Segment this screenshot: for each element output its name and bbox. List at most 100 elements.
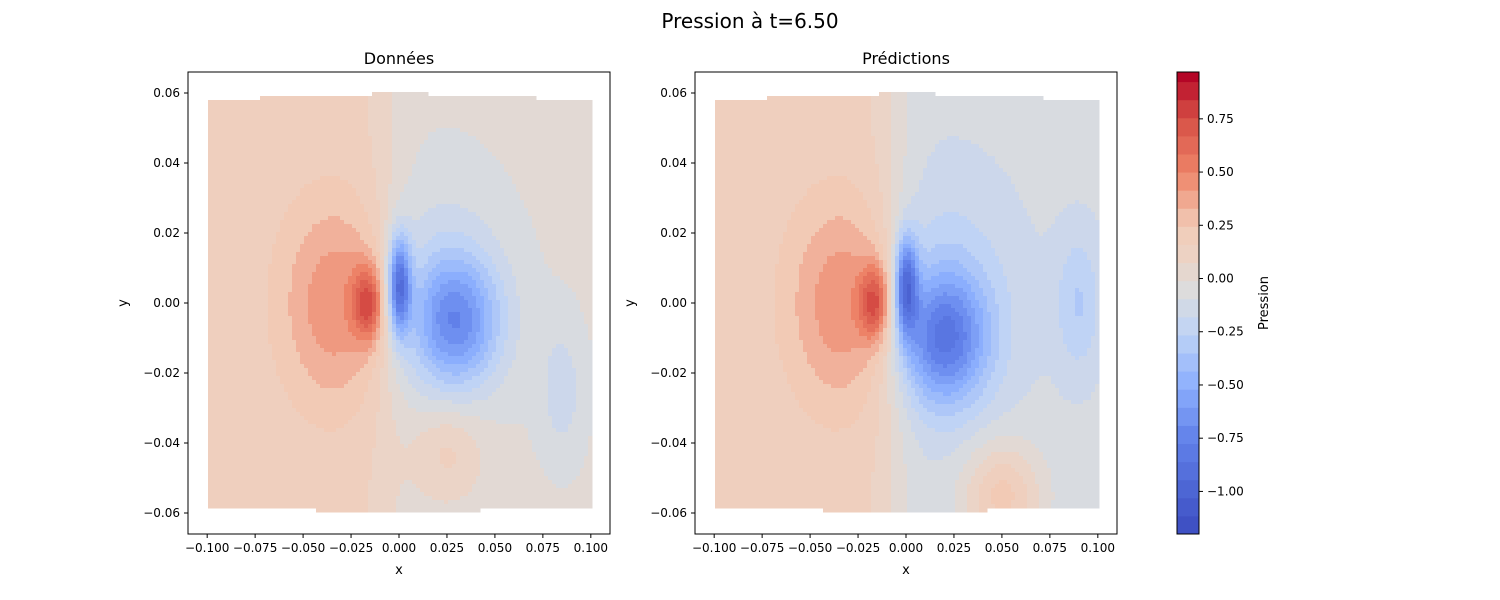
field-cell — [344, 488, 349, 493]
field-cell — [296, 376, 301, 381]
field-cell — [340, 244, 345, 249]
field-cell — [212, 416, 217, 421]
field-cell — [260, 164, 265, 169]
field-cell — [336, 344, 341, 349]
field-cell — [368, 412, 373, 417]
field-cell — [276, 260, 281, 265]
field-cell — [220, 500, 225, 505]
field-cell — [364, 412, 369, 417]
field-cell — [392, 364, 397, 369]
field-cell — [272, 312, 277, 317]
field-cell — [376, 460, 381, 465]
field-cell — [228, 480, 233, 485]
field-cell — [276, 168, 281, 173]
field-cell — [212, 140, 217, 145]
field-cell — [244, 284, 249, 289]
field-cell — [288, 304, 293, 309]
field-cell — [352, 476, 357, 481]
field-cell — [224, 192, 229, 197]
field-cell — [300, 272, 305, 277]
field-cell — [212, 240, 217, 245]
field-cell — [372, 236, 377, 241]
field-cell — [388, 360, 393, 365]
field-cell — [212, 132, 217, 137]
field-cell — [344, 156, 349, 161]
field-cell — [280, 128, 285, 133]
field-cell — [316, 268, 321, 273]
field-cell — [224, 488, 229, 493]
field-cell — [296, 108, 301, 113]
field-cell — [224, 372, 229, 377]
field-cell — [312, 136, 317, 141]
field-cell — [352, 192, 357, 197]
field-cell — [276, 156, 281, 161]
field-cell — [256, 384, 261, 389]
field-cell — [312, 364, 317, 369]
field-cell — [260, 348, 265, 353]
field-cell — [320, 180, 325, 185]
field-cell — [336, 376, 341, 381]
field-cell — [376, 232, 381, 237]
field-cell — [228, 100, 233, 105]
field-cell — [296, 248, 301, 253]
field-cell — [240, 464, 245, 469]
field-cell — [380, 96, 385, 101]
field-cell — [340, 500, 345, 505]
field-cell — [292, 404, 297, 409]
field-cell — [240, 212, 245, 217]
field-cell — [312, 292, 317, 297]
field-cell — [332, 192, 337, 197]
field-cell — [272, 500, 277, 505]
field-cell — [296, 104, 301, 109]
field-cell — [396, 460, 401, 465]
field-cell — [384, 376, 389, 381]
field-cell — [320, 160, 325, 165]
field-cell — [348, 380, 353, 385]
field-cell — [240, 224, 245, 229]
field-cell — [324, 480, 329, 485]
field-cell — [240, 272, 245, 277]
field-cell — [384, 460, 389, 465]
field-cell — [348, 428, 353, 433]
field-cell — [368, 452, 373, 457]
field-cell — [340, 220, 345, 225]
field-cell — [304, 212, 309, 217]
field-cell — [248, 412, 253, 417]
field-cell — [256, 324, 261, 329]
field-cell — [224, 264, 229, 269]
field-cell — [356, 476, 361, 481]
field-cell — [396, 224, 401, 229]
field-cell — [216, 312, 221, 317]
field-cell — [212, 344, 217, 349]
field-cell — [248, 212, 253, 217]
field-cell — [216, 212, 221, 217]
field-cell — [376, 212, 381, 217]
field-cell — [356, 156, 361, 161]
field-cell — [372, 332, 377, 337]
field-cell — [240, 476, 245, 481]
field-cell — [352, 148, 357, 153]
field-cell — [380, 376, 385, 381]
field-cell — [316, 404, 321, 409]
field-cell — [260, 372, 265, 377]
field-cell — [392, 288, 397, 293]
field-cell — [272, 372, 277, 377]
field-cell — [216, 356, 221, 361]
field-cell — [284, 484, 289, 489]
field-cell — [228, 412, 233, 417]
field-cell — [292, 384, 297, 389]
field-cell — [248, 164, 253, 169]
field-cell — [232, 400, 237, 405]
field-cell — [248, 172, 253, 177]
field-cell — [228, 272, 233, 277]
field-cell — [300, 176, 305, 181]
field-cell — [288, 204, 293, 209]
field-cell — [332, 440, 337, 445]
field-cell — [288, 344, 293, 349]
field-cell — [388, 436, 393, 441]
field-cell — [208, 236, 213, 241]
field-cell — [352, 376, 357, 381]
field-cell — [296, 364, 301, 369]
field-cell — [220, 240, 225, 245]
field-cell — [272, 264, 277, 269]
